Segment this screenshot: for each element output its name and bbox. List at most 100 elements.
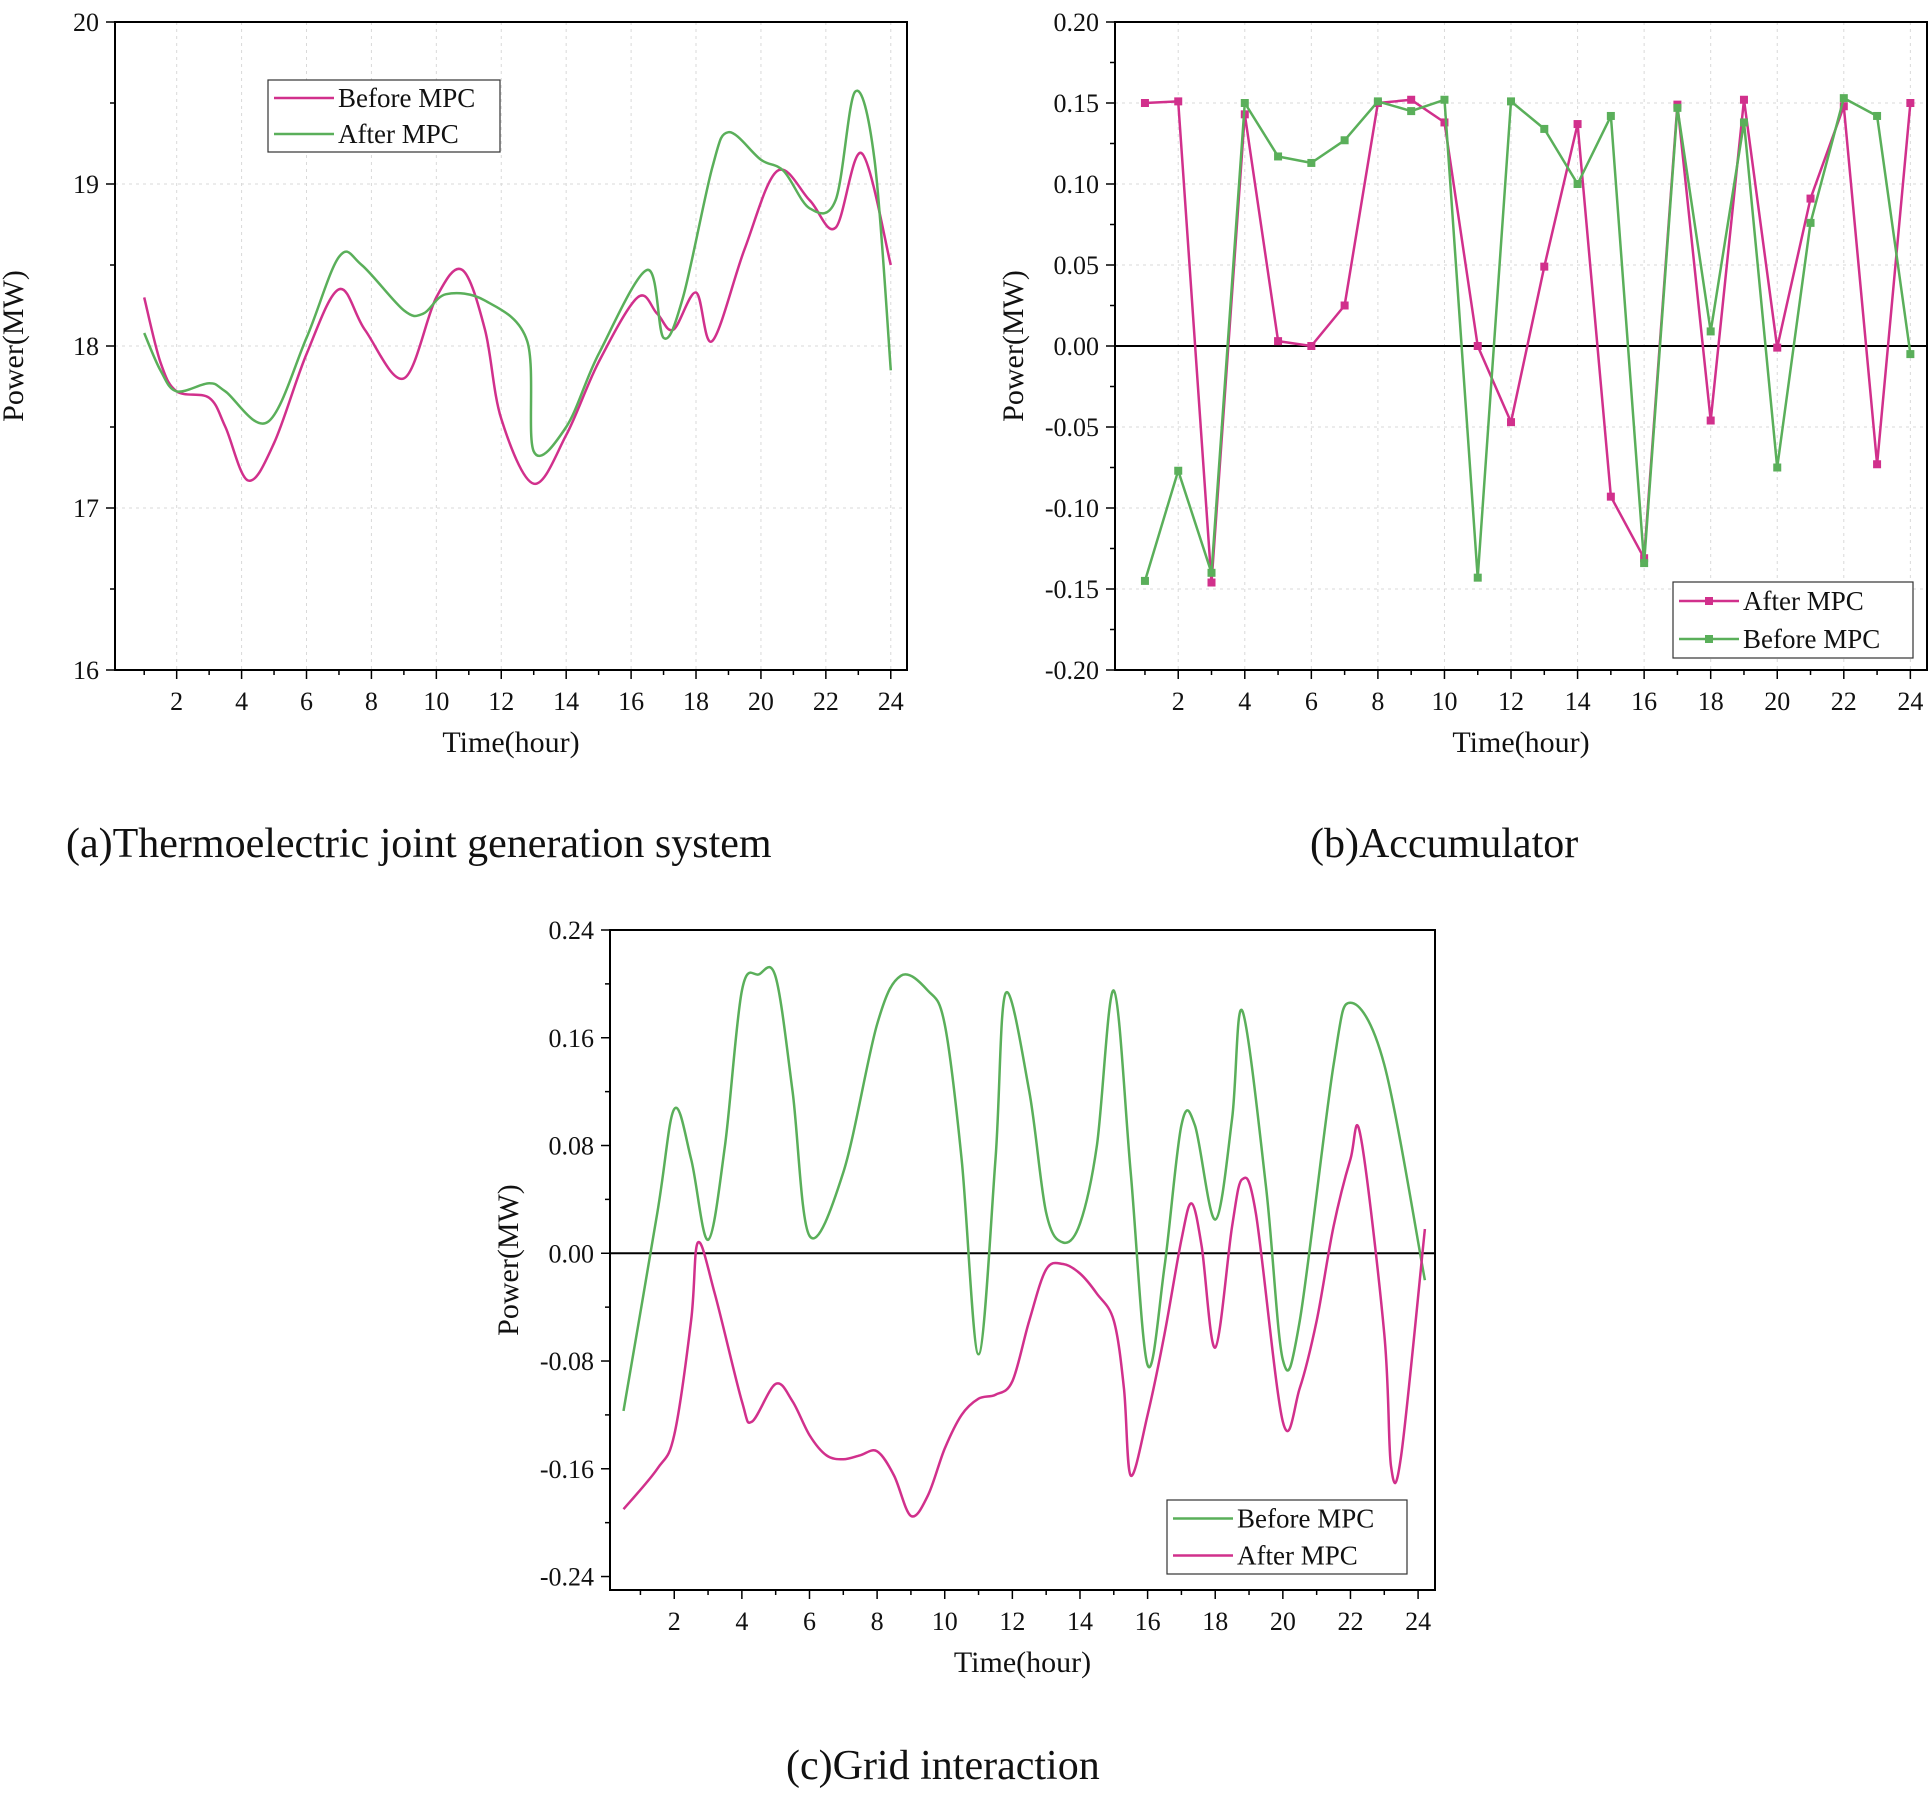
x-tick-label: 6 xyxy=(803,1607,816,1636)
data-point xyxy=(1906,99,1915,107)
y-tick-label: 0.20 xyxy=(1054,8,1100,37)
x-tick-label: 22 xyxy=(813,687,839,716)
y-tick-label: -0.08 xyxy=(540,1347,594,1376)
x-tick-label: 4 xyxy=(235,687,248,716)
y-tick-label: 0.05 xyxy=(1054,251,1100,280)
legend-box xyxy=(267,79,501,153)
data-point xyxy=(1839,102,1848,111)
data-point xyxy=(1606,111,1615,120)
x-tick-label: 20 xyxy=(1270,1607,1296,1636)
y-tick-label: -0.10 xyxy=(1045,494,1099,523)
data-point xyxy=(1207,578,1216,587)
chart-c: 2 4 6 8 10 12 14 16 18 20 22 24-0.24-0.16-0.080.000… xyxy=(492,916,1436,1679)
y-tick-label: 0.00 xyxy=(1054,332,1100,361)
data-point xyxy=(1573,120,1582,129)
x-tick-label: 24 xyxy=(1897,687,1923,716)
x-tick-label: 2 xyxy=(1172,687,1185,716)
x-tick-label: 8 xyxy=(1371,687,1384,716)
legend-label: After MPC xyxy=(338,119,459,149)
x-tick-label: 14 xyxy=(1565,687,1591,716)
data-point xyxy=(1207,568,1216,577)
x-tick-label: 20 xyxy=(748,687,774,716)
y-tick-label: -0.16 xyxy=(540,1455,594,1484)
caption-a: (a)Thermoelectric joint generation syste… xyxy=(66,821,772,867)
data-point xyxy=(1573,180,1582,188)
data-point xyxy=(1340,301,1349,310)
legend-label: After MPC xyxy=(1237,1541,1358,1571)
chart-panel-a: 2 4 6 8 10 12 14 16 18 20 22 24 16 17 18 19 20 Time(hour)… xyxy=(0,0,920,880)
caption-c: (c)Grid interaction xyxy=(786,1743,1100,1789)
y-tick-label: -0.24 xyxy=(540,1563,594,1592)
x-tick-label: 4 xyxy=(735,1607,748,1636)
x-tick-label: 18 xyxy=(1202,1607,1228,1636)
x-tick-label: 14 xyxy=(553,687,579,716)
legend-box xyxy=(1166,1499,1408,1575)
data-point xyxy=(1140,99,1149,107)
x-tick-label: 12 xyxy=(488,687,514,716)
x-tick-label: 10 xyxy=(423,687,449,716)
data-point xyxy=(1540,124,1549,133)
plot-frame xyxy=(609,929,1436,1591)
x-tick-label: 12 xyxy=(999,1607,1025,1636)
data-point xyxy=(1773,463,1782,472)
data-point xyxy=(1373,97,1382,106)
x-tick-label: 24 xyxy=(878,687,904,716)
x-tick-label: 8 xyxy=(365,687,378,716)
chart-b: 2 4 6 8 10 12 14 16 18 20 22 24-0.20-0.15-0.10-0.05… xyxy=(997,8,1928,759)
y-tick-label: -0.05 xyxy=(1045,413,1099,442)
x-tick-label: 22 xyxy=(1831,687,1857,716)
legend-marker xyxy=(1705,597,1713,605)
data-point xyxy=(1507,418,1516,427)
y-tick-label: -0.20 xyxy=(1045,656,1099,685)
data-point xyxy=(1873,111,1882,120)
x-tick-label: 10 xyxy=(1431,687,1457,716)
legend: Before MPC After MPC xyxy=(267,79,501,153)
data-point xyxy=(1806,194,1815,203)
data-point xyxy=(1540,262,1549,271)
data-point xyxy=(1739,95,1748,104)
data-point xyxy=(1873,460,1882,469)
series-line-after-mpc xyxy=(622,1124,1427,1518)
data-point xyxy=(1706,416,1715,425)
legend: After MPC Before MPC xyxy=(1672,581,1914,659)
y-axis-label: Power(MW) xyxy=(997,270,1030,422)
y-tick-label: 20 xyxy=(73,8,99,37)
y-tick-label: 16 xyxy=(73,656,99,685)
series-line-before-mpc xyxy=(142,151,893,485)
x-axis-label: Time(hour) xyxy=(442,726,579,759)
caption-b: (b)Accumulator xyxy=(1310,821,1579,867)
data-point xyxy=(1307,158,1316,167)
data-point xyxy=(1773,343,1782,352)
x-tick-label: 10 xyxy=(932,1607,958,1636)
legend-label: Before MPC xyxy=(1743,624,1880,654)
x-tick-label: 12 xyxy=(1498,687,1524,716)
legend-label: Before MPC xyxy=(338,83,475,113)
y-tick-label: -0.15 xyxy=(1045,575,1099,604)
series-line-before-mpc xyxy=(1143,96,1912,582)
x-tick-label: 16 xyxy=(1135,1607,1161,1636)
y-tick-label: 19 xyxy=(73,170,99,199)
x-tick-label: 20 xyxy=(1764,687,1790,716)
series-line-after-mpc xyxy=(143,89,893,458)
x-tick-label: 4 xyxy=(1238,687,1251,716)
data-point xyxy=(1473,573,1482,582)
data-point xyxy=(1274,337,1283,346)
y-tick-label: 0.00 xyxy=(549,1239,595,1268)
data-point xyxy=(1440,95,1449,104)
chart-panel-c: 2 4 6 8 10 12 14 16 18 20 22 24 -0.24 -0.16 -0.08 0.00 0… xyxy=(440,900,1500,1794)
x-tick-label: 6 xyxy=(300,687,313,716)
data-point xyxy=(1340,136,1349,145)
x-tick-label: 22 xyxy=(1337,1607,1363,1636)
x-tick-label: 2 xyxy=(668,1607,681,1636)
legend-label: Before MPC xyxy=(1237,1504,1374,1534)
x-tick-label: 2 xyxy=(170,687,183,716)
chart-a: 2 4 6 8 10 12 14 16 18 20 22 241617181920Time(hour)… xyxy=(0,8,908,759)
data-point xyxy=(1507,97,1516,106)
x-tick-label: 16 xyxy=(618,687,644,716)
y-tick-label: 0.10 xyxy=(1054,170,1100,199)
x-tick-label: 8 xyxy=(871,1607,884,1636)
x-tick-label: 16 xyxy=(1631,687,1657,716)
data-point xyxy=(1140,576,1149,585)
data-point xyxy=(1307,342,1316,350)
data-point xyxy=(1274,152,1283,161)
